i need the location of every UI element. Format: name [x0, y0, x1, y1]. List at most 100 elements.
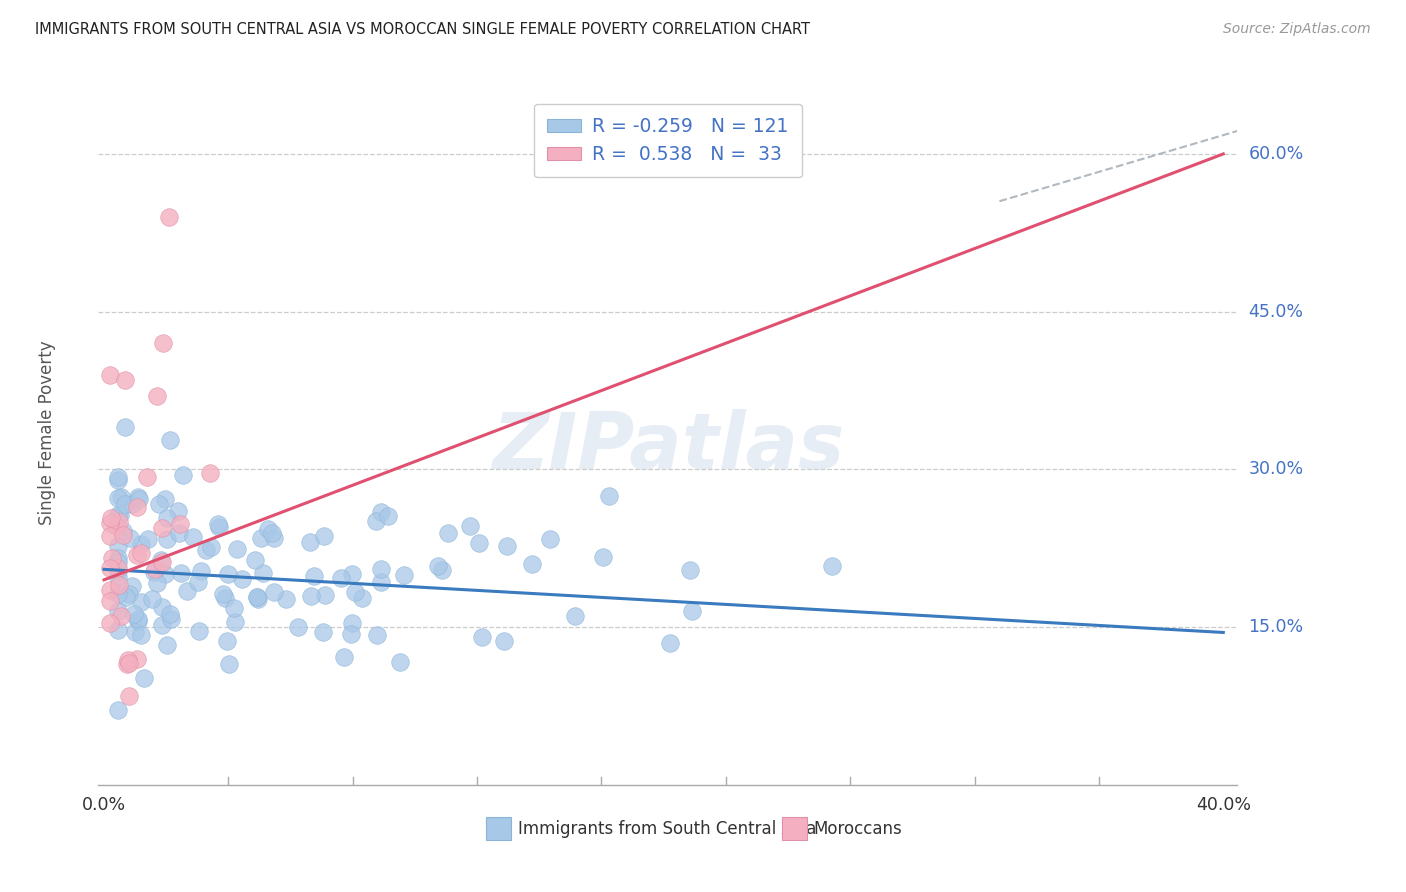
Point [370, 562, 392, 576]
Point [471, 630, 494, 644]
Point [136, 532, 159, 546]
Point [181, 530, 204, 544]
Point [200, 540, 222, 554]
Point [392, 568, 415, 582]
Point [159, 433, 181, 447]
Point [143, 565, 166, 579]
Point [208, 520, 231, 534]
Point [169, 566, 191, 581]
Point [115, 657, 138, 672]
Point [127, 491, 149, 505]
Point [167, 526, 190, 541]
Point [107, 578, 129, 592]
Point [426, 558, 449, 573]
Point [107, 604, 129, 618]
Point [243, 553, 266, 567]
Point [370, 575, 392, 590]
Point [366, 628, 388, 642]
Point [121, 497, 143, 511]
Point [538, 532, 561, 546]
Point [152, 521, 174, 535]
Point [246, 591, 269, 605]
Point [125, 652, 148, 666]
Point [252, 566, 274, 580]
Point [225, 541, 247, 556]
Point [100, 510, 122, 524]
Point [246, 590, 269, 604]
Point [377, 508, 399, 523]
Point [681, 604, 703, 618]
Point [98, 594, 121, 608]
Point [127, 548, 149, 562]
Point [658, 636, 681, 650]
Point [352, 591, 374, 605]
Point [333, 649, 356, 664]
Point [188, 624, 211, 639]
Point [136, 470, 159, 484]
Point [157, 210, 180, 224]
Point [364, 514, 387, 528]
Point [312, 624, 335, 639]
Text: ZIPatlas: ZIPatlas [492, 409, 844, 484]
Bar [782, 817, 807, 840]
Point [150, 553, 173, 567]
Point [195, 543, 218, 558]
Point [155, 638, 177, 652]
Point [146, 576, 169, 591]
Point [107, 551, 129, 566]
Point [153, 491, 176, 506]
Point [153, 566, 176, 581]
Point [212, 587, 235, 601]
Point [129, 537, 152, 551]
Point [314, 588, 336, 602]
Point [107, 561, 129, 575]
Text: Source: ZipAtlas.com: Source: ZipAtlas.com [1223, 22, 1371, 37]
Point [107, 587, 129, 601]
Point [150, 617, 173, 632]
Point [129, 628, 152, 642]
Point [107, 703, 129, 717]
Text: 15.0%: 15.0% [1249, 618, 1303, 636]
Point [128, 491, 150, 506]
Point [129, 546, 152, 560]
Point [143, 561, 166, 575]
Point [98, 368, 121, 382]
Point [107, 491, 129, 506]
Point [224, 615, 246, 630]
Point [176, 584, 198, 599]
Text: IMMIGRANTS FROM SOUTH CENTRAL ASIA VS MOROCCAN SINGLE FEMALE POVERTY CORRELATION: IMMIGRANTS FROM SOUTH CENTRAL ASIA VS MO… [35, 22, 810, 37]
Point [302, 569, 325, 583]
Point [520, 558, 543, 572]
Point [263, 584, 285, 599]
Point [101, 551, 124, 566]
Point [340, 627, 363, 641]
Point [107, 470, 129, 484]
Point [98, 516, 121, 530]
Point [111, 528, 134, 542]
Point [121, 579, 143, 593]
Point [127, 500, 149, 515]
Point [107, 623, 129, 637]
Point [187, 574, 209, 589]
Point [127, 612, 149, 626]
Point [131, 595, 153, 609]
Point [156, 532, 179, 546]
Point [231, 572, 253, 586]
Point [598, 489, 620, 503]
Point [224, 601, 246, 615]
Point [98, 615, 121, 630]
Point [152, 336, 174, 351]
Point [430, 563, 453, 577]
Point [150, 600, 173, 615]
Point [118, 689, 141, 703]
Point [299, 535, 322, 549]
Point [437, 525, 460, 540]
Point [262, 525, 284, 540]
Point [117, 656, 139, 670]
Point [329, 571, 352, 585]
Point [214, 591, 236, 606]
Text: 60.0%: 60.0% [1249, 145, 1303, 163]
Point [122, 607, 145, 621]
Text: Immigrants from South Central Asia: Immigrants from South Central Asia [517, 820, 815, 838]
Point [467, 536, 489, 550]
